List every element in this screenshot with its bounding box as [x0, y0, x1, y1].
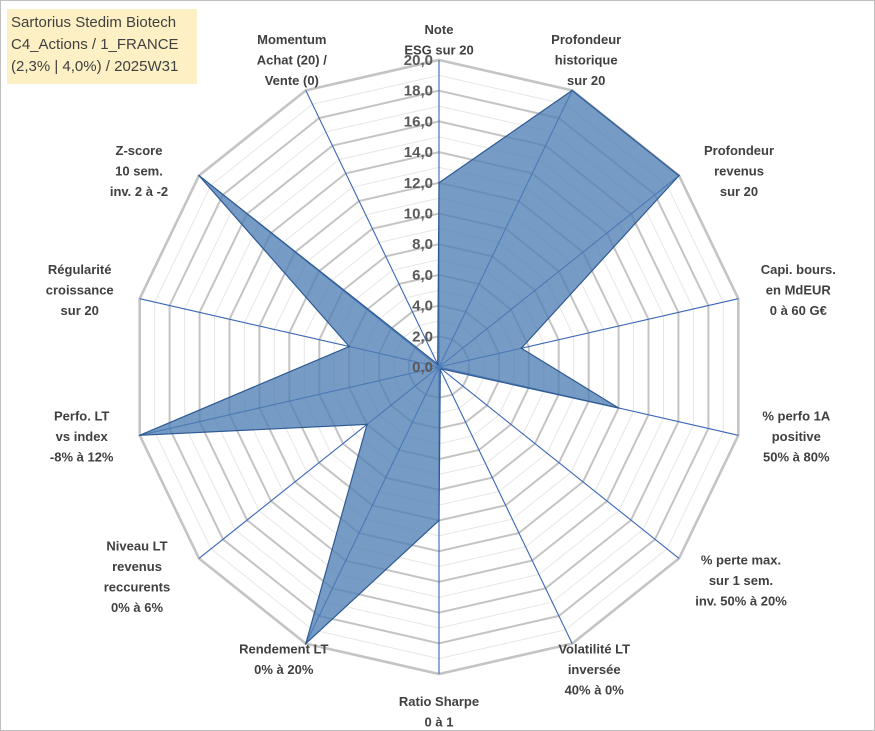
axis-label-line: -8% à 12%	[50, 450, 114, 465]
axis-label-line: Capi. bours.	[761, 262, 836, 277]
tick-label: 8,0	[412, 236, 433, 253]
series-point	[198, 174, 200, 177]
axis-label-line: revenus	[112, 559, 162, 574]
axis-label-line: 50% à 80%	[763, 450, 830, 465]
axis-label: Rendement LT 0% à 20%	[239, 642, 328, 678]
axis-label-line: 10 sem.	[115, 163, 163, 178]
series-point	[571, 89, 573, 92]
axis-label: Z-score 10 sem. inv. 2 à -2	[110, 143, 168, 199]
axis-label-line: 40% à 0%	[565, 683, 625, 698]
axis-label-line: sur 20	[61, 303, 99, 318]
axis-label: Note ESG sur 20	[404, 22, 473, 58]
tick-label: 14,0	[404, 144, 433, 161]
tick-label: 20,0	[404, 52, 433, 69]
series-point	[678, 174, 680, 177]
series-point	[438, 519, 440, 522]
axis-label-line: Perfo. LT	[54, 409, 109, 424]
axis-label-line: inv. 2 à -2	[110, 184, 168, 199]
axis-spoke	[305, 90, 440, 368]
axis-label-line: vs index	[56, 429, 109, 444]
axis-label: % perte max. sur 1 sem. inv. 50% à 20%	[695, 552, 787, 608]
tick-label: 0,0	[412, 359, 433, 376]
axis-label: Perfo. LT vs index -8% à 12%	[50, 409, 114, 465]
chart-title-box: Sartorius Stedim Biotech C4_Actions / 1_…	[7, 9, 197, 84]
axis-label-line: Note	[425, 22, 454, 37]
series-point	[440, 368, 443, 370]
axis-label-line: positive	[772, 429, 821, 444]
tick-label: 4,0	[412, 298, 433, 315]
axis-label: Ratio Sharpe 0 à 1	[399, 694, 479, 730]
axis-label-line: Z-score	[116, 143, 163, 158]
axis-label-line: Niveau LT	[106, 538, 167, 553]
axis-label: Régularité croissance sur 20	[46, 262, 114, 318]
axis-label-line: 0% à 20%	[254, 662, 314, 677]
axis-label-line: Profondeur	[551, 32, 621, 47]
axis-label-line: inversée	[568, 662, 621, 677]
radar-tick-labels: 0,0 2,0 4,0 6,0 8,0 10,0 12,0 14,0 16,0 18,0 20,0	[404, 52, 433, 376]
axis-label-line: en MdEUR	[766, 282, 832, 297]
axis-spoke	[438, 366, 680, 559]
axis-label-line: sur 20	[720, 184, 758, 199]
series-point	[520, 347, 523, 350]
axis-label-line: Volatilité LT	[558, 642, 630, 657]
axis-label-line: Rendement LT	[239, 642, 328, 657]
series-point	[439, 369, 442, 371]
tick-label: 6,0	[412, 267, 433, 284]
axis-label-line: sur 1 sem.	[709, 573, 773, 588]
tick-label: 12,0	[404, 175, 433, 192]
axis-label: Profondeur historique sur 20	[551, 32, 621, 88]
axis-spoke	[438, 366, 573, 644]
series-point	[436, 363, 439, 366]
series-point	[366, 423, 368, 426]
axis-label-line: ESG sur 20	[404, 43, 473, 58]
axis-label-line: % perfo 1A	[762, 409, 831, 424]
tick-label: 2,0	[412, 328, 433, 345]
axis-label-line: inv. 50% à 20%	[695, 593, 787, 608]
axis-label-line: Profondeur	[704, 143, 774, 158]
tick-label: 16,0	[404, 113, 433, 130]
axis-label: Niveau LT revenus reccurents 0% à 6%	[104, 538, 170, 615]
axis-label: Momentum Achat (20) / Vente (0)	[257, 32, 327, 88]
axis-label: Volatilité LT inversée 40% à 0%	[558, 642, 630, 698]
axis-label-line: 0 à 1	[425, 715, 454, 730]
axis-label: Profondeur revenus sur 20	[704, 143, 774, 199]
series-area	[139, 89, 680, 646]
series-point	[617, 407, 620, 409]
axis-label-line: sur 20	[567, 73, 605, 88]
axis-label-line: revenus	[714, 163, 764, 178]
title-line-2: C4_Actions / 1_FRANCE	[11, 36, 179, 53]
axis-label: % perfo 1A positive 50% à 80%	[762, 409, 831, 465]
axis-label-line: Momentum	[257, 32, 326, 47]
axis-label-line: 0% à 6%	[111, 600, 163, 615]
axis-label-line: croissance	[46, 282, 114, 297]
radar-axis-labels: Note ESG sur 20 Profondeur historique sur 20…	[46, 22, 836, 730]
axis-label-line: Régularité	[48, 262, 112, 277]
tick-label: 10,0	[404, 206, 433, 223]
axis-label-line: Ratio Sharpe	[399, 694, 479, 709]
axis-label-line: % perte max.	[701, 552, 781, 567]
title-line-3: (2,3% | 4,0%) / 2025W31	[11, 58, 179, 75]
axis-label: Capi. bours. en MdEUR 0 à 60 G€	[761, 262, 836, 318]
tick-label: 18,0	[404, 83, 433, 100]
series-point	[438, 182, 440, 184]
series-point	[305, 642, 307, 645]
radar-series	[138, 89, 680, 646]
title-line-1: Sartorius Stedim Biotech	[11, 14, 177, 31]
axis-label-line: reccurents	[104, 579, 170, 594]
axis-label-line: Achat (20) /	[257, 52, 327, 67]
axis-label-line: 0 à 60 G€	[770, 303, 827, 318]
axis-label-line: Vente (0)	[265, 73, 319, 88]
series-point	[138, 434, 141, 437]
axis-label-line: historique	[555, 52, 618, 67]
series-point	[348, 345, 351, 348]
